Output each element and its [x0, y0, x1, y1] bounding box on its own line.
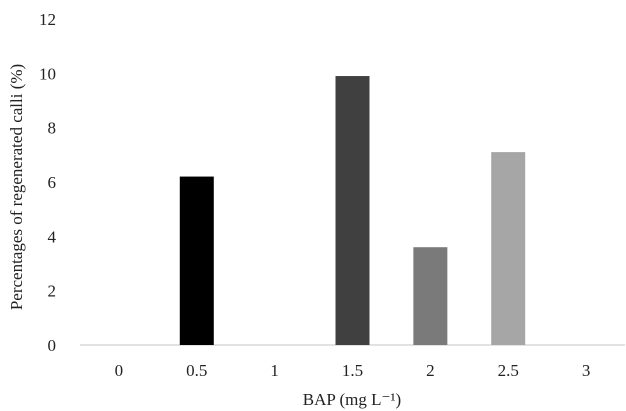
x-axis-ticks: 0 0.5 1 1.5 2 2.5 3 — [115, 361, 591, 380]
y-tick-label: 4 — [48, 227, 57, 246]
y-tick-label: 10 — [39, 64, 56, 83]
y-axis-title: Percentages of regenerated calli (%) — [7, 64, 26, 310]
bar-2 — [413, 247, 448, 345]
bar-2-5 — [491, 152, 526, 345]
x-tick-label: 3 — [582, 361, 591, 380]
y-axis-ticks: 0 2 4 6 8 10 12 — [39, 10, 57, 355]
x-axis-title: BAP (mg L⁻¹) — [303, 390, 401, 409]
y-tick-label: 6 — [48, 173, 57, 192]
bar-0-5 — [179, 176, 214, 345]
x-tick-label: 1 — [270, 361, 279, 380]
y-tick-label: 12 — [39, 10, 56, 29]
y-tick-label: 8 — [48, 119, 57, 138]
y-tick-label: 0 — [48, 336, 57, 355]
x-tick-label: 1.5 — [342, 361, 363, 380]
x-tick-label: 0 — [115, 361, 124, 380]
x-tick-label: 2 — [426, 361, 435, 380]
y-tick-label: 2 — [48, 282, 57, 301]
x-tick-label: 0.5 — [186, 361, 207, 380]
bar-1-5 — [335, 76, 370, 346]
bars — [179, 76, 526, 346]
x-tick-label: 2.5 — [498, 361, 519, 380]
